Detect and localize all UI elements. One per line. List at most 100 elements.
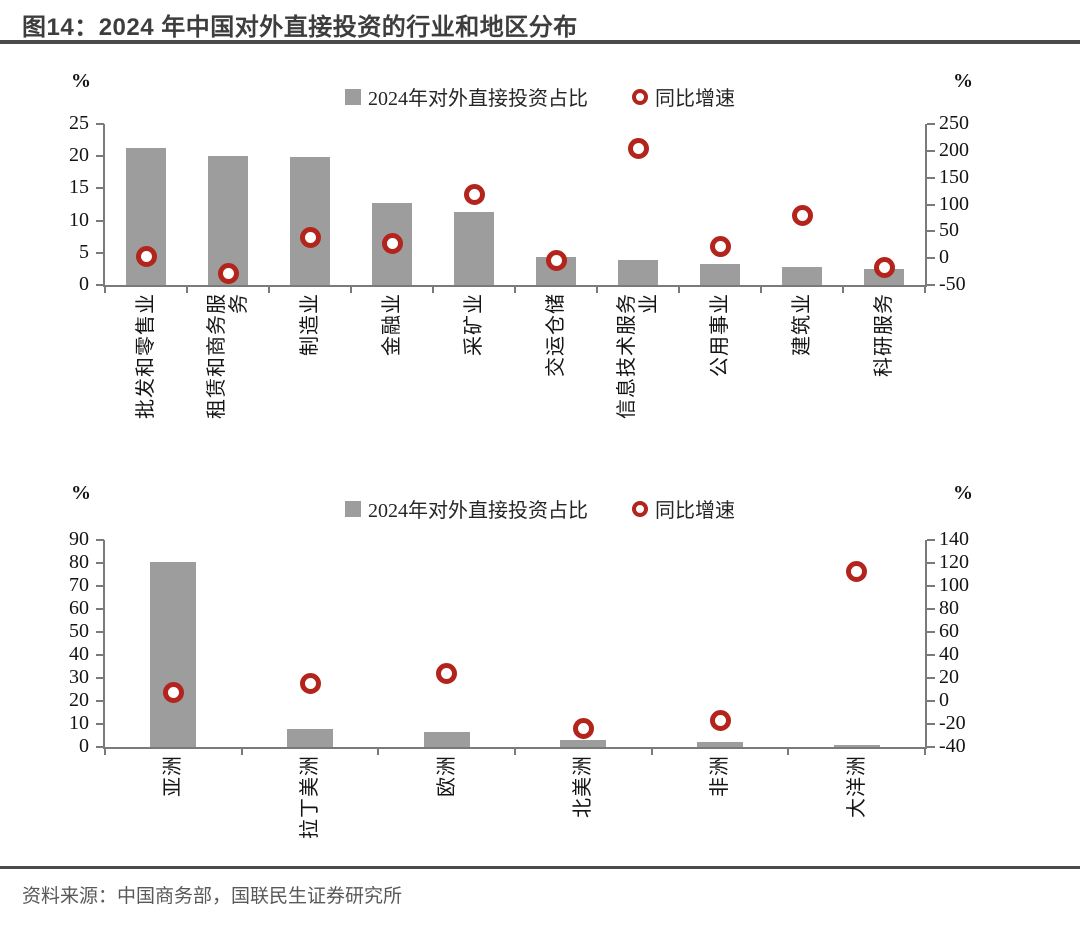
right-axis-tick-label: -40 [939,735,966,757]
right-axis-unit: % [953,482,973,504]
right-axis-tick-label: 0 [939,246,949,269]
x-axis-tick [678,285,680,293]
x-axis-tick [650,747,653,755]
bar-2 [290,157,330,285]
bar-0 [150,561,197,747]
right-y-axis [925,124,927,285]
x-axis-tick [377,747,380,755]
right-axis-tick-label: 50 [939,219,959,242]
right-axis-tick [927,654,935,656]
left-axis-tick-label: 50 [69,620,89,642]
right-y-axis [925,540,927,747]
left-axis-tick [96,284,104,286]
right-axis-tick-label: 250 [939,112,969,134]
growth-dot-3 [572,718,594,740]
x-category-label: 建筑业 [791,293,813,356]
right-axis-tick [927,700,935,702]
x-category-label: 批发和零售业 [135,293,157,419]
x-axis-tick [514,747,516,755]
left-y-axis [103,540,105,747]
region-distribution-chart: 0 10 20 30 40 50 60 70 80 90 -40 -20 0 20 40 60 80 100 120… [0,470,1080,862]
left-axis-tick-label: 15 [69,176,89,199]
left-axis-unit: % [71,70,91,92]
legend-dot-label: 同比增速 [655,500,735,522]
bar-3 [560,740,607,747]
legend-dot-swatch [632,500,648,517]
right-axis-tick [927,746,935,748]
bar-7 [700,264,740,285]
bar-2 [423,732,470,747]
legend-bar-label: 2024年对外直接投资占比 [368,500,588,522]
legend: 2024年对外直接投资占比 同比增速 [345,82,735,111]
left-axis-tick-label: 25 [69,112,89,134]
left-axis-tick [96,677,104,679]
right-axis-tick-label: 120 [939,551,969,573]
bar-8 [782,266,822,285]
left-axis-tick [96,251,104,254]
right-axis-tick-label: -50 [939,273,966,295]
x-axis-tick [350,285,352,293]
right-axis-tick [927,203,935,206]
growth-dot-4 [463,184,485,206]
x-category-label: 交运仓储 [545,293,567,377]
source-note: 资料来源：中国商务部，国联民生证券研究所 [22,886,403,907]
left-axis-tick [96,585,104,587]
bar-1 [287,728,333,747]
growth-dot-0 [162,682,184,704]
x-category-label: 大洋洲 [845,755,868,818]
industry-distribution-chart: 0 5 10 15 20 25 -50 0 50 100 150 200 250 批发和零售业 租赁和商务服… [0,60,1080,460]
right-axis-tick-label: 80 [939,597,959,619]
x-category-label: 公用事业 [709,293,731,377]
bar-4 [454,212,494,285]
bar-5 [833,744,880,747]
figure-title: 图14：2024 年中国对外直接投资的行业和地区分布 [22,14,578,41]
left-axis-tick [96,654,104,656]
growth-dot-4 [709,710,731,732]
left-axis-tick-label: 5 [79,240,89,263]
x-axis-tick [514,285,516,293]
right-axis-tick [927,539,935,541]
left-axis-tick-label: 20 [69,689,89,711]
right-axis-tick-label: 200 [939,138,969,161]
x-axis-tick [787,747,790,755]
right-axis-tick [927,608,935,610]
legend-bar-label: 2024年对外直接投资占比 [368,88,588,110]
left-axis-tick-label: 70 [69,574,89,596]
x-category-label: 制造业 [299,293,321,356]
right-axis-tick [927,230,935,233]
x-category-label: 采矿业 [463,293,485,356]
left-axis-tick-label: 30 [69,666,89,688]
left-axis-tick-label: 0 [79,735,89,757]
x-axis-tick [268,285,270,293]
right-axis-tick-label: 20 [939,666,959,688]
growth-dot-8 [791,204,813,226]
right-axis-tick [927,176,935,179]
right-axis-tick [927,631,935,633]
right-axis-tick-label: 60 [939,620,959,642]
x-axis-tick [596,285,598,293]
right-axis-tick-label: 0 [939,689,949,711]
x-category-label: 北美洲 [572,755,595,818]
growth-dot-7 [709,236,731,258]
growth-dot-9 [873,256,895,278]
x-axis-tick [924,285,926,293]
left-axis-tick-label: 40 [69,643,89,665]
right-axis-tick-label: 100 [939,574,969,596]
growth-dot-1 [299,673,321,695]
growth-dot-3 [381,232,403,254]
x-category-label: 科研服务 [873,293,895,377]
legend-dot-label: 同比增速 [655,88,735,110]
left-axis-tick-label: 10 [69,712,89,734]
footer-divider [0,866,1080,869]
legend-bar-swatch [345,500,361,517]
x-axis-tick [240,747,243,755]
right-axis-tick [927,123,935,125]
growth-dot-0 [135,246,157,268]
right-axis-tick [927,149,935,152]
left-axis-tick-label: 0 [79,273,89,295]
left-axis-unit: % [71,482,91,504]
left-axis-tick [96,155,104,158]
right-axis-unit: % [953,70,973,92]
right-axis-tick [927,284,935,286]
left-axis-tick-label: 80 [69,551,89,573]
